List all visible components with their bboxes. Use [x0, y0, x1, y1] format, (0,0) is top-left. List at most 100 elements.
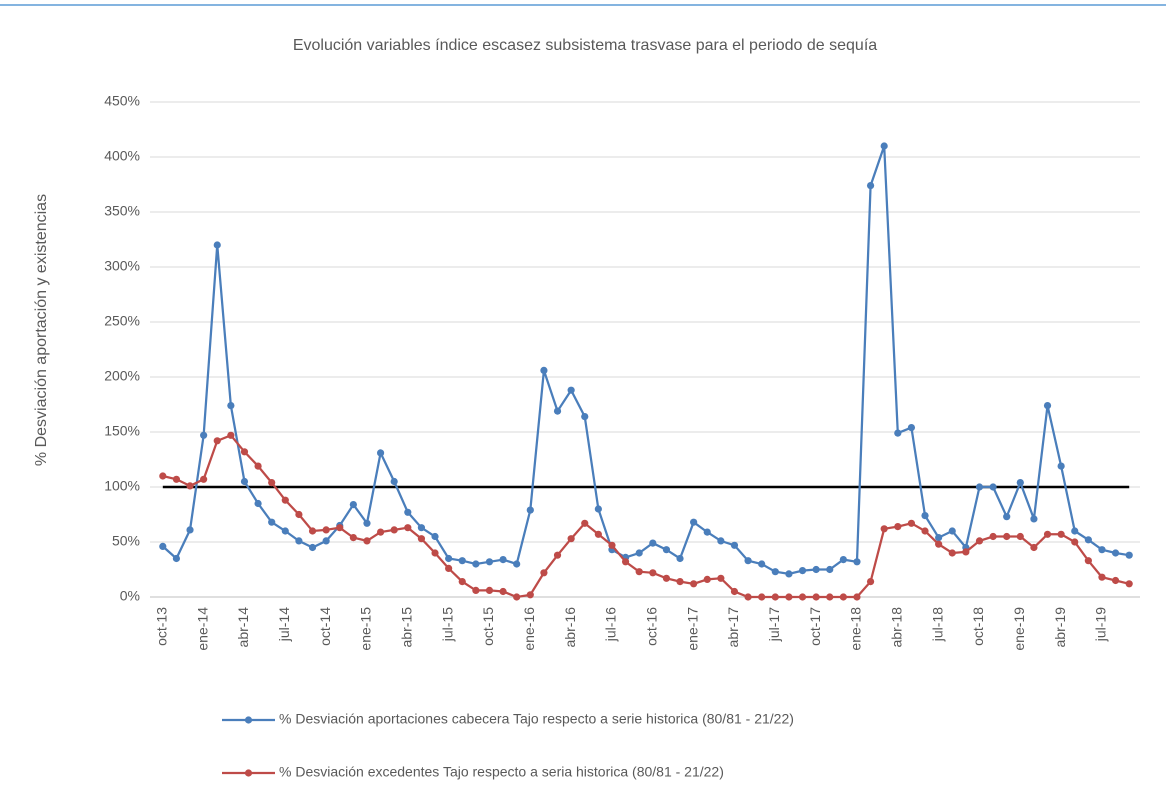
x-tick-label: abr-15	[399, 607, 415, 648]
data-point	[322, 537, 330, 545]
data-point	[758, 560, 766, 568]
data-point	[962, 548, 970, 556]
x-tick-label: ene-18	[848, 607, 864, 651]
data-point	[717, 537, 725, 545]
data-point	[186, 526, 194, 534]
data-point	[839, 593, 847, 601]
data-point	[417, 535, 426, 543]
data-point	[567, 535, 575, 543]
x-tick-label: ene-17	[684, 607, 700, 651]
data-point	[594, 505, 602, 513]
data-point	[907, 424, 916, 432]
legend-marker	[244, 769, 253, 777]
data-point	[213, 437, 221, 445]
data-point	[458, 578, 466, 586]
data-point	[948, 549, 956, 557]
data-point	[989, 532, 997, 541]
data-point	[744, 557, 752, 565]
y-tick-label: 50%	[112, 533, 140, 549]
data-point	[1003, 532, 1011, 541]
data-point	[812, 593, 820, 601]
data-point	[744, 593, 752, 601]
data-point	[866, 578, 875, 586]
data-point	[254, 499, 262, 508]
x-tick-label: jul-16	[603, 607, 619, 642]
data-point	[608, 541, 616, 549]
data-point	[812, 565, 820, 574]
y-tick-label: 450%	[104, 93, 140, 109]
data-point	[295, 510, 303, 519]
data-point	[730, 587, 739, 596]
data-point	[1125, 580, 1133, 588]
data-point	[295, 537, 303, 545]
x-tick-label: abr-17	[725, 607, 741, 648]
data-point	[390, 526, 398, 534]
data-point	[730, 541, 739, 549]
data-point	[159, 542, 167, 551]
x-tick-label: abr-16	[562, 607, 578, 648]
data-point	[771, 593, 779, 601]
data-point	[513, 593, 521, 601]
x-tick-label: oct-18	[970, 607, 986, 646]
data-point	[826, 565, 834, 574]
x-tick-label: abr-19	[1052, 607, 1068, 648]
data-point	[172, 475, 181, 483]
data-point	[240, 477, 249, 486]
legend-marker	[244, 716, 253, 724]
y-tick-label: 400%	[104, 148, 140, 164]
data-point	[322, 526, 330, 534]
data-point	[758, 593, 766, 601]
data-point	[921, 527, 929, 535]
data-point	[404, 524, 412, 532]
data-point	[1098, 573, 1106, 581]
data-point	[581, 413, 589, 421]
data-point	[1043, 530, 1052, 538]
data-point	[649, 539, 657, 547]
y-tick-label: 300%	[104, 258, 140, 274]
data-point	[1030, 543, 1038, 552]
data-point	[363, 537, 371, 545]
data-point	[485, 558, 494, 566]
data-point	[254, 462, 262, 470]
data-point	[227, 431, 235, 439]
data-point	[526, 591, 534, 599]
data-point	[553, 407, 562, 415]
data-point	[567, 386, 575, 394]
data-point	[390, 477, 398, 486]
y-axis-label: % Desviación aportación y existencias	[33, 194, 50, 466]
data-point	[268, 518, 276, 526]
data-point	[445, 554, 453, 563]
data-point	[594, 530, 602, 538]
data-point	[921, 511, 929, 520]
data-point	[1071, 527, 1079, 535]
data-point	[690, 580, 698, 588]
data-point	[771, 568, 779, 576]
data-point	[431, 532, 439, 541]
data-point	[662, 546, 671, 554]
data-point	[363, 519, 371, 527]
data-point	[703, 528, 711, 536]
data-point	[1057, 462, 1065, 470]
y-tick-label: 250%	[104, 313, 140, 329]
x-tick-label: oct-15	[480, 607, 496, 646]
data-point	[159, 472, 167, 480]
data-point	[445, 564, 453, 573]
data-point	[472, 560, 480, 568]
x-tick-label: oct-16	[644, 607, 660, 646]
data-point	[839, 556, 847, 564]
data-point	[499, 556, 507, 564]
y-tick-label: 150%	[104, 423, 140, 439]
x-tick-label: jul-14	[276, 607, 292, 642]
data-point	[703, 575, 711, 584]
data-point	[240, 448, 249, 456]
x-tick-label: jul-18	[929, 607, 945, 642]
data-point	[404, 508, 412, 516]
data-point	[1084, 557, 1092, 565]
data-point	[1125, 551, 1133, 559]
data-point	[1071, 538, 1079, 546]
data-point	[621, 558, 630, 566]
data-point	[308, 527, 317, 535]
data-point	[785, 570, 793, 578]
data-point	[676, 578, 684, 586]
